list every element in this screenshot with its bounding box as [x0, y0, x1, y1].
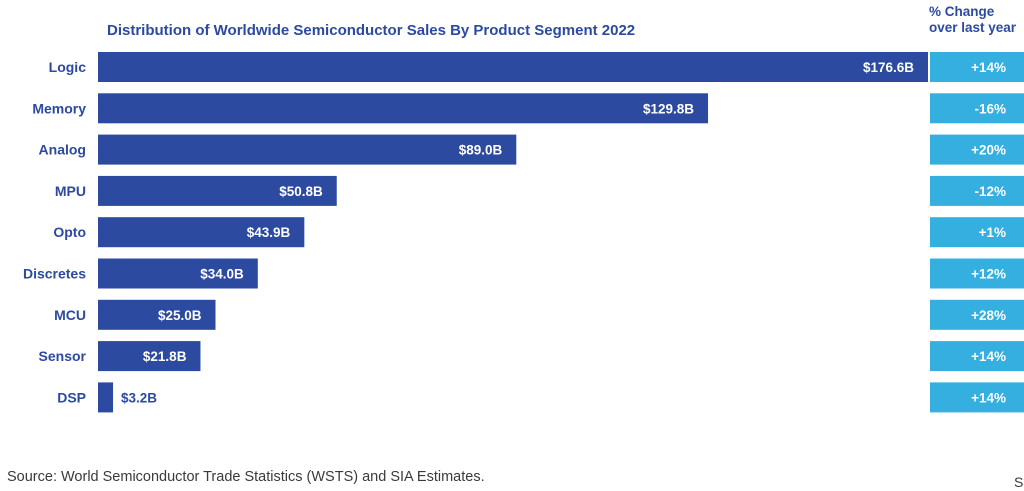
chart-title: Distribution of Worldwide Semiconductor … — [107, 22, 636, 39]
bar — [98, 217, 305, 248]
source-note-cut: So — [1014, 474, 1024, 490]
bar — [98, 382, 114, 413]
change-label: +1% — [979, 225, 1006, 240]
change-label: +14% — [971, 60, 1006, 75]
change-box — [930, 217, 1024, 248]
value-label: $129.8B — [643, 101, 694, 116]
change-label: +20% — [971, 143, 1006, 158]
category-label: MPU — [55, 183, 86, 199]
value-label: $21.8B — [143, 349, 187, 364]
bar — [98, 341, 201, 372]
value-label: $50.8B — [279, 184, 323, 199]
change-label: -16% — [974, 101, 1006, 116]
value-label: $25.0B — [158, 308, 202, 323]
bar — [98, 134, 517, 165]
change-box — [930, 134, 1024, 165]
bar — [98, 52, 928, 82]
change-label: +12% — [971, 267, 1006, 282]
change-label: +14% — [971, 390, 1006, 405]
change-box — [930, 299, 1024, 330]
value-label: $176.6B — [863, 60, 914, 75]
bar — [98, 175, 337, 206]
category-label: Discretes — [23, 266, 86, 282]
change-box — [930, 93, 1024, 124]
bar — [98, 93, 709, 124]
change-label: +14% — [971, 349, 1006, 364]
category-label: DSP — [57, 389, 86, 405]
category-label: Logic — [49, 59, 87, 75]
value-label: $3.2B — [121, 390, 157, 405]
change-label: +28% — [971, 308, 1006, 323]
category-label: MCU — [54, 307, 86, 323]
value-label: $89.0B — [459, 143, 503, 158]
source-note: Source: World Semiconductor Trade Statis… — [7, 469, 485, 485]
change-box — [930, 382, 1024, 413]
category-label: Memory — [32, 100, 86, 116]
change-box — [930, 52, 1024, 82]
category-label: Sensor — [39, 348, 87, 364]
change-box — [930, 341, 1024, 372]
percent-change-header: % Change over last year — [929, 4, 1017, 35]
category-label: Opto — [53, 224, 86, 240]
change-box — [930, 175, 1024, 206]
change-box — [930, 258, 1024, 289]
change-label: -12% — [974, 184, 1006, 199]
bar — [98, 258, 258, 289]
value-label: $43.9B — [247, 225, 291, 240]
category-label: Analog — [39, 142, 86, 158]
bar — [98, 299, 216, 330]
value-label: $34.0B — [200, 267, 244, 282]
